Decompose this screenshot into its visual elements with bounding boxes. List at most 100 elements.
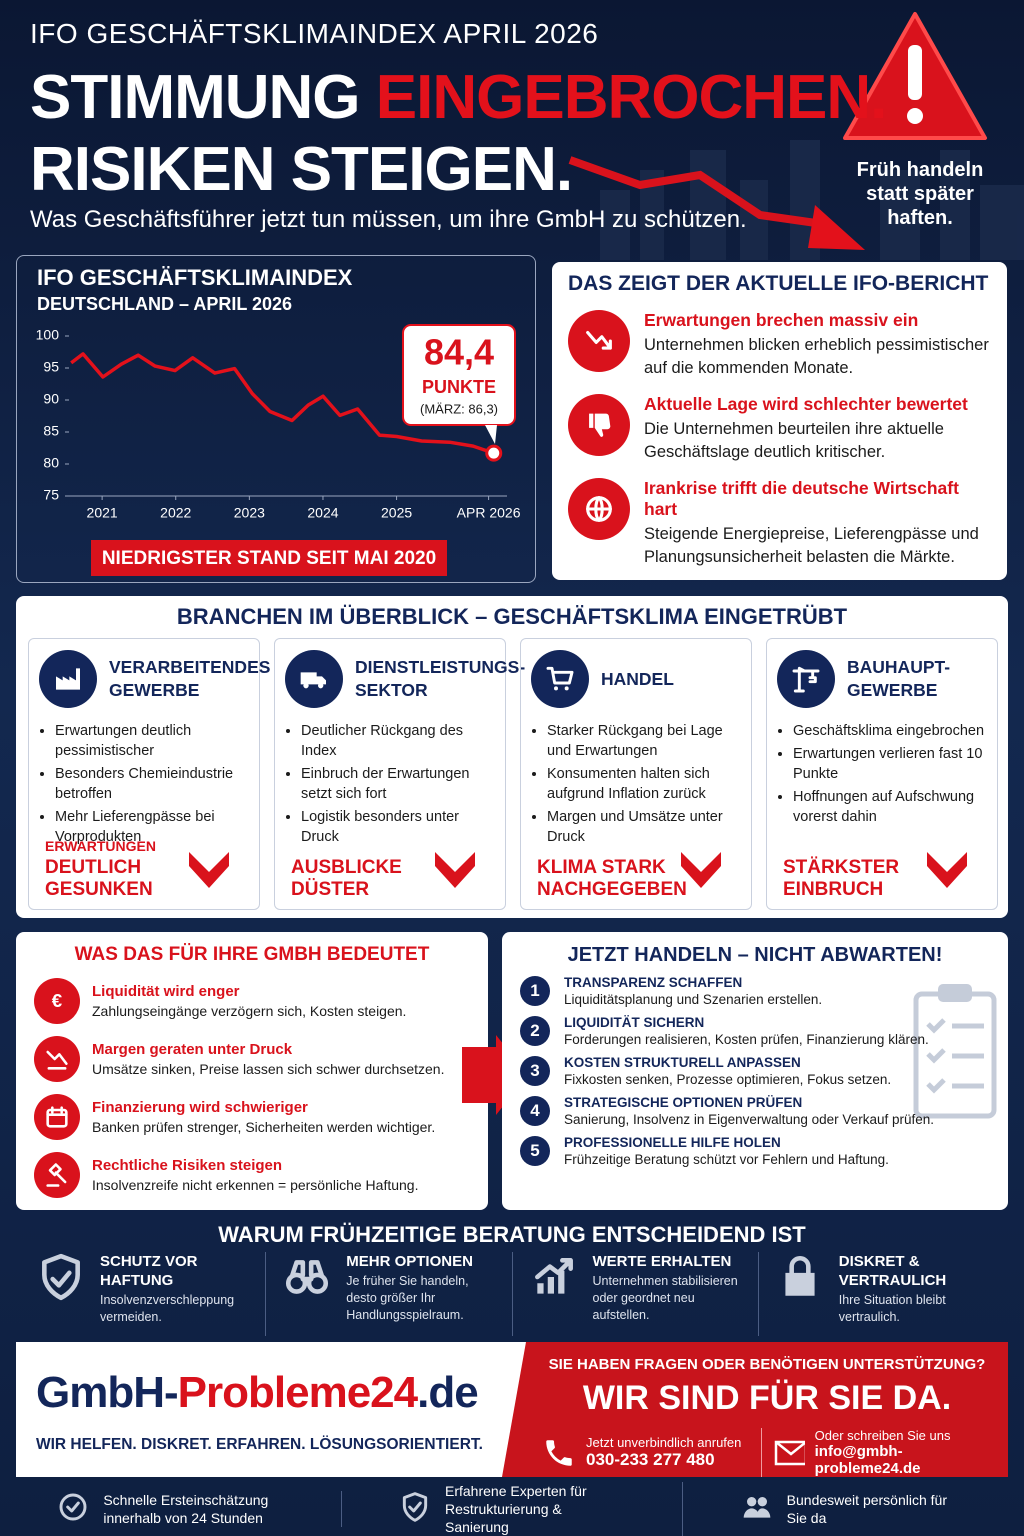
sector-name: HANDEL [601,668,674,689]
sector-verdict: KLIMA STARK NACHGEGEBEN [537,857,687,901]
down-arrow [189,852,229,888]
advice-list: SCHUTZ VOR HAFTUNG Insolvenzverschleppung… [20,1252,1004,1336]
footer-icon [57,1491,89,1527]
item-text: Sanierung, Insolvenz in Eigenverwaltung … [564,1112,934,1127]
bullet: Margen und Umsätze unter Druck [547,807,741,847]
meaning-text: Finanzierung wird schwieriger Banken prüf… [92,1099,435,1135]
action-text: KOSTEN STRUKTURELL ANPASSEN Fixkosten sen… [564,1055,891,1087]
icon-glyph [300,672,326,689]
icon-glyph [785,1256,815,1296]
svg-text:€: € [52,990,63,1011]
sector-head: VERARBEITENDES GEWERBE [39,649,270,709]
meaning-item: Rechtliche Risiken steigen Insolvenzreife… [34,1152,470,1198]
footer-item: Erfahrene Experten für Restrukturierung … [342,1482,684,1536]
report-icon [568,310,630,372]
bullet: Konsumenten halten sich aufgrund Inflati… [547,764,741,804]
action-list: 1 TRANSPARENZ SCHAFFEN Liquiditätsplanung … [520,975,990,1167]
verdict-arrow [923,842,971,895]
contact-row: Jetzt unverbindlich anrufen 030-233 277 4… [542,1428,992,1477]
footer-text: Schnelle Ersteinschätzung innerhalb von … [103,1492,269,1526]
icon-glyph [743,1497,771,1518]
verdict-text: STÄRKSTER EINBRUCH [783,857,900,900]
action-text: STRATEGISCHE OPTIONEN PRÜFEN Sanierung, I… [564,1095,934,1127]
advice-icon [36,1252,86,1336]
report-item: Aktuelle Lage wird schlechter bewertet Di… [568,394,991,464]
icon-glyph [534,1258,573,1294]
footer-text: Erfahrene Experten für Restrukturierung … [445,1483,587,1535]
y-tick-label: 95 [43,359,59,375]
item-title: Aktuelle Lage wird schlechter bewertet [644,394,968,414]
item-title: MEHR OPTIONEN [346,1253,473,1270]
report-icon [568,394,630,456]
sector-icon [285,650,343,708]
icon-glyph [46,1106,68,1128]
sector-verdict: STÄRKSTER EINBRUCH [783,857,923,901]
icon-glyph [59,1493,87,1521]
icon-glyph [286,1260,329,1294]
y-tick-label: 75 [43,487,59,503]
brand-part: .de [417,1368,479,1417]
item-text: Banken prüfen strenger, Sicherheiten wer… [92,1119,436,1135]
advice-item: MEHR OPTIONEN Je früher Sie handeln, dest… [266,1252,513,1336]
brand-name: GmbH-Probleme24.de [36,1368,516,1418]
bullet: Mehr Lieferengpässe bei Vorprodukten [55,807,249,847]
email-label: Oder schreiben Sie uns [814,1428,951,1443]
email-block[interactable]: Oder schreiben Sie uns info@gmbh-probleme… [760,1428,993,1477]
report-icon [568,478,630,540]
sector-name: BAUHAUPT-GEWERBE [847,657,951,700]
icon-glyph [586,496,612,522]
bullet: Starker Rückgang bei Lage und Erwartunge… [547,721,741,761]
action-item: 5 PROFESSIONELLE HILFE HOLEN Frühzeitige B… [520,1135,990,1167]
brand-panel: GmbH-Probleme24.de WIR HELFEN. DISKRET. … [16,1342,536,1477]
verdict-arrow [431,842,479,895]
callout-value: 84,4 [424,332,494,373]
callout-pointer [485,425,497,444]
phone-number[interactable]: 030-233 277 480 [586,1450,715,1469]
item-title: Margen geraten unter Druck [92,1041,293,1058]
x-tick-label: 2021 [87,505,118,521]
banner: NIEDRIGSTER STAND SEIT MAI 2020 [102,548,436,569]
step-number: 2 [520,1016,550,1046]
item-text: Frühzeitige Beratung schützt vor Fehlern… [564,1152,889,1167]
email-address[interactable]: info@gmbh-probleme24.de [814,1443,921,1477]
item-text: Je früher Sie handeln, desto größer Ihr … [346,1274,469,1322]
footer-item: Bundesweit persönlich für Sie da [683,1491,1024,1527]
item-title: TRANSPARENZ SCHAFFEN [564,975,743,990]
y-tick-label: 100 [36,327,60,343]
sector-card: DIENSTLEISTUNGS-SEKTOR Deutlicher Rückgan… [274,638,525,910]
item-title: Rechtliche Risiken steigen [92,1157,283,1174]
sector-verdict: AUSBLICKE DÜSTER [291,857,431,901]
x-tick-label: 2023 [234,505,265,521]
phone-label: Jetzt unverbindlich anrufen [586,1435,742,1450]
bullet: Logistik besonders unter Druck [301,807,495,847]
advice-text: DISKRET & VERTRAULICH Ihre Situation blei… [839,1252,988,1336]
item-text: Insolvenzreife nicht erkennen = persönli… [92,1177,419,1193]
advice-icon [529,1252,579,1336]
banner-bg [91,540,447,576]
down-arrow [681,852,721,888]
meaning-item: Margen geraten unter Druck Umsätze sinken… [34,1036,470,1082]
report-list: Erwartungen brechen massiv ein Unternehme… [568,310,991,569]
footer: Schnelle Ersteinschätzung innerhalb von … [0,1482,1024,1536]
meaning-panel: WAS DAS FÜR IHRE GMBH BEDEUTET € Liquidit… [16,932,488,1210]
bullet: Einbruch der Erwartungen setzt sich fort [301,764,495,804]
item-title: LIQUIDITÄT SICHERN [564,1015,705,1030]
phone-block[interactable]: Jetzt unverbindlich anrufen 030-233 277 4… [542,1428,761,1477]
item-title: PROFESSIONELLE HILFE HOLEN [564,1135,781,1150]
advice-icon [282,1252,332,1336]
chart-panel: IFO GESCHÄFTSKLIMAINDEX DEUTSCHLAND – AP… [16,255,536,583]
item-text: Unternehmen blicken erheblich pessimisti… [644,336,989,377]
x-tick-label: 2025 [381,505,412,521]
sector-head: BAUHAUPT-GEWERBE [777,649,987,709]
sector-card: BAUHAUPT-GEWERBE Geschäftsklima eingebroc… [766,638,998,910]
icon-glyph [402,1492,428,1522]
item-text: Umsätze sinken, Preise lassen sich schwe… [92,1061,445,1077]
meaning-text: Rechtliche Risiken steigen Insolvenzreife… [92,1157,418,1193]
sector-icon [531,650,589,708]
bullet: Erwartungen deutlich pessimistischer [55,721,249,761]
section-title: DAS ZEIGT DER AKTUELLE IFO-BERICHT [568,272,989,295]
kicker: IFO GESCHÄFTSKLIMAINDEX APRIL 2026 [30,18,599,49]
sectors-panel: BRANCHEN IM ÜBERBLICK – GESCHÄFTSKLIMA E… [16,596,1008,918]
footer-text: Bundesweit persönlich für Sie da [786,1492,947,1526]
